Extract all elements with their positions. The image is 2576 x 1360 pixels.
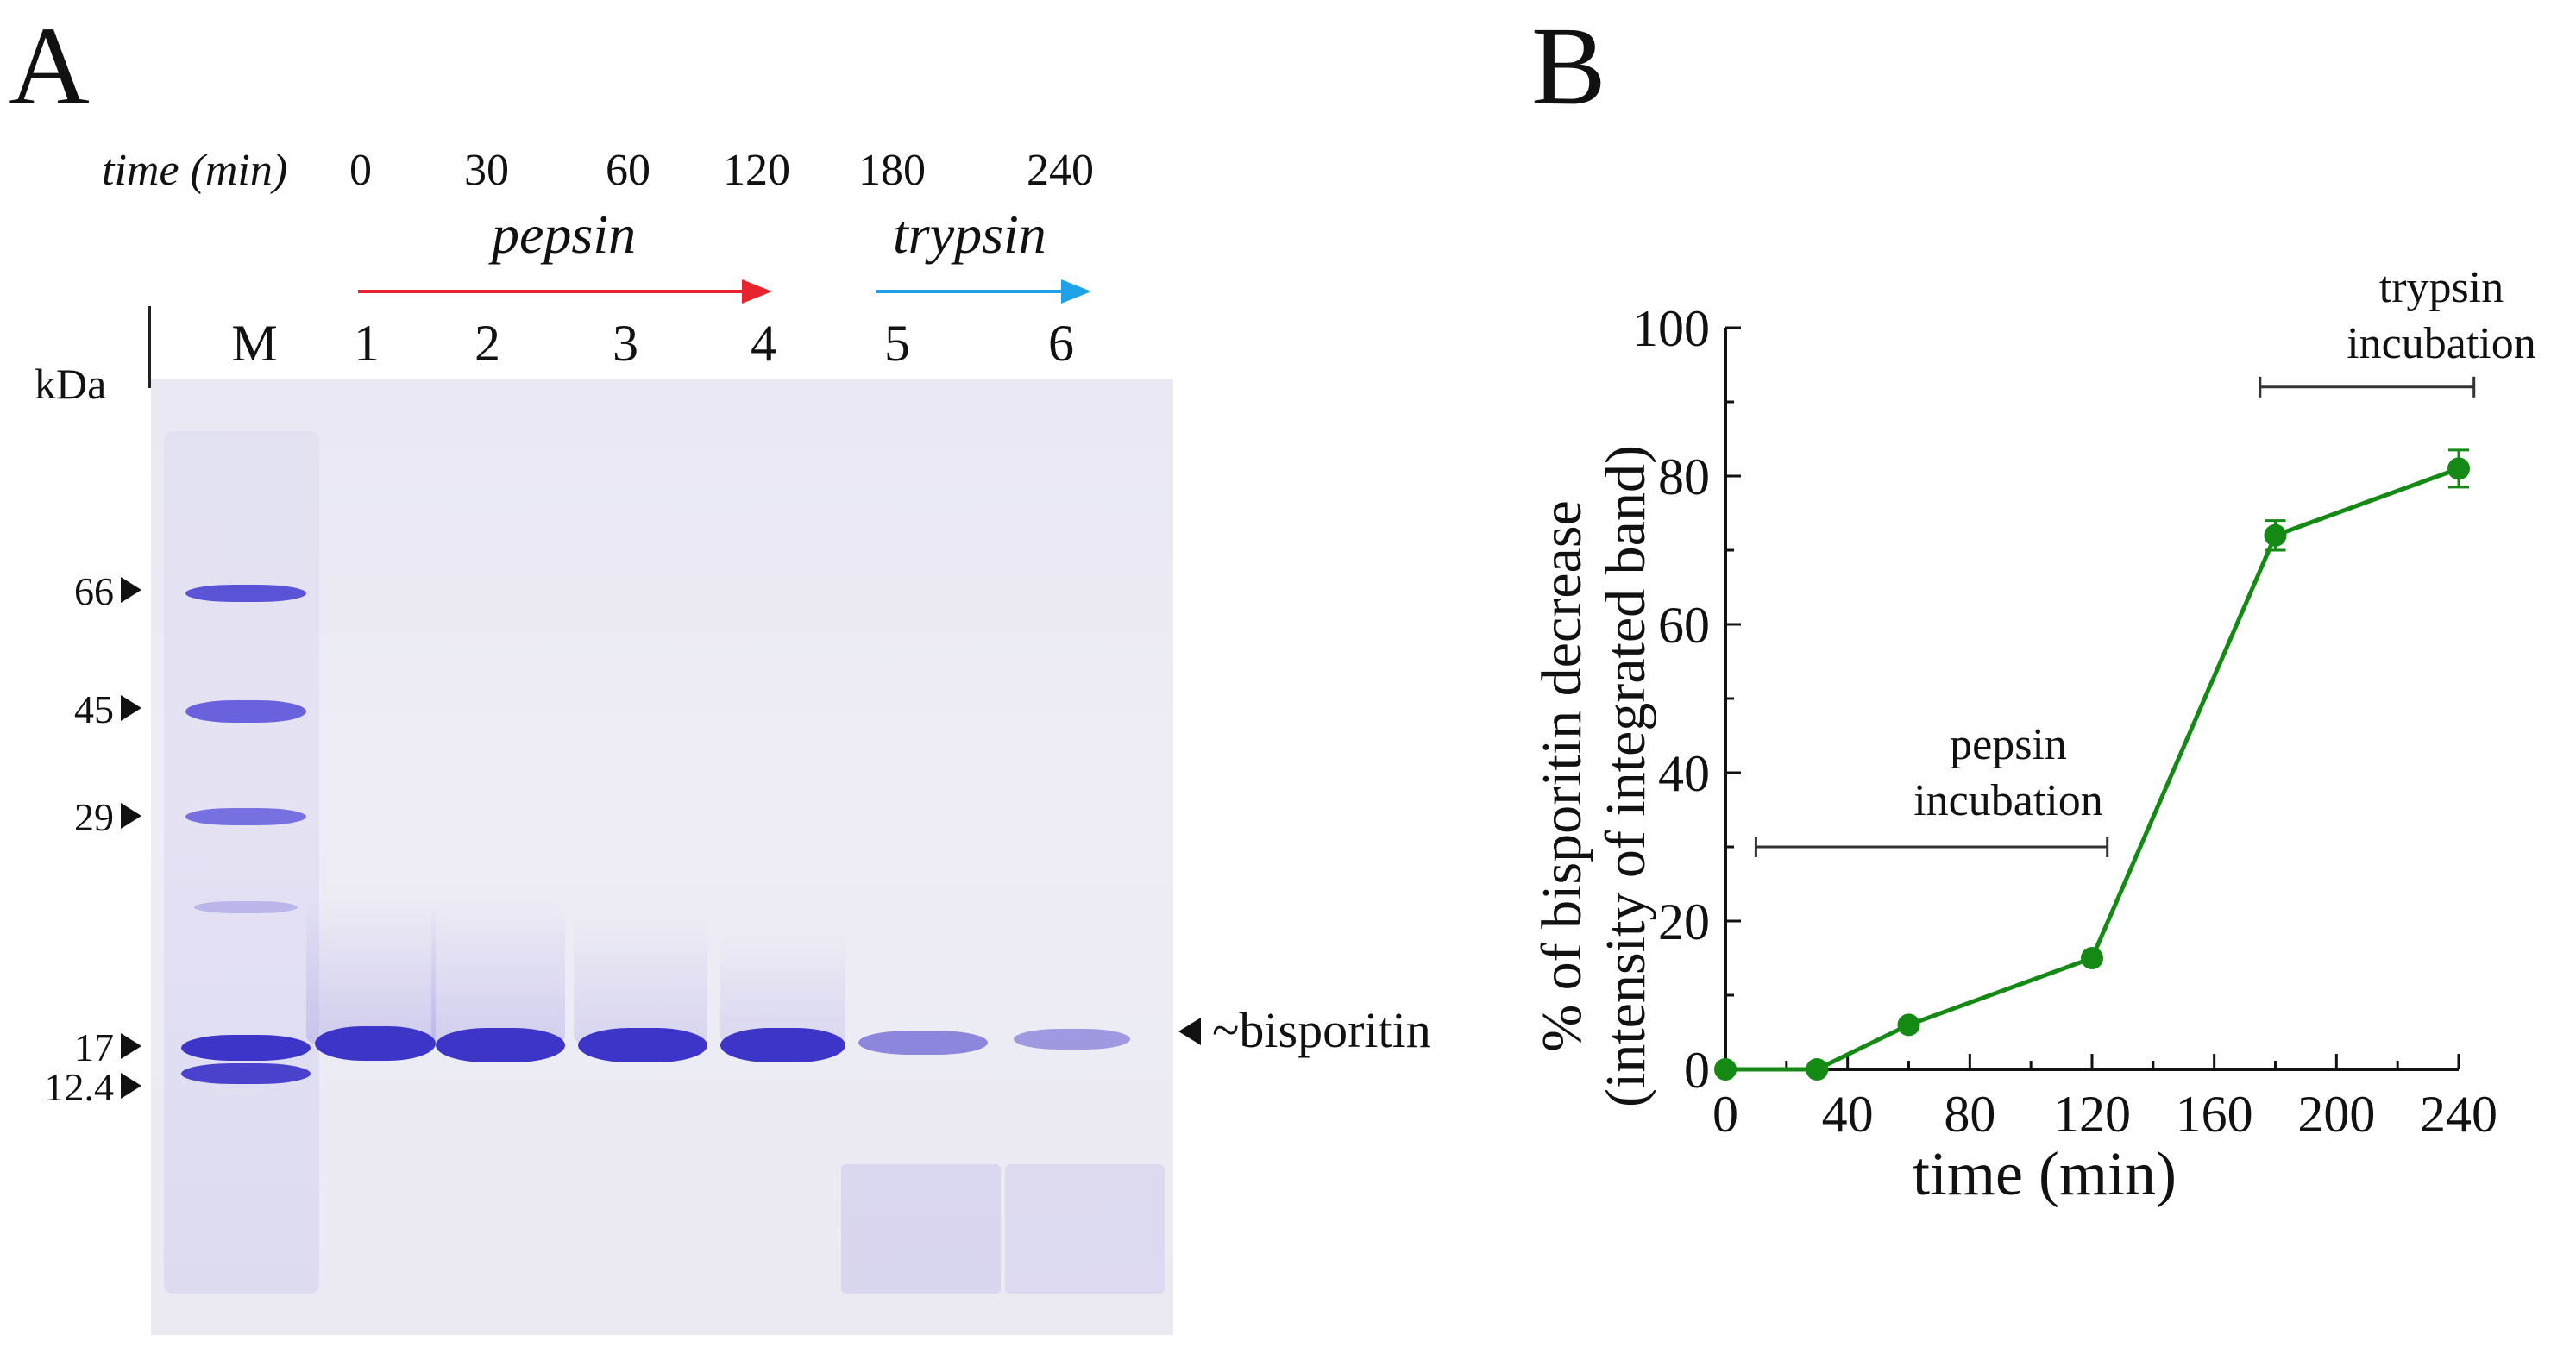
time-value-60: 60 (606, 146, 650, 195)
marker-band-17 (181, 1035, 311, 1061)
lane-5-label: 5 (884, 315, 910, 372)
pepsin-arrow (358, 279, 772, 304)
x-tick-label-200: 200 (2297, 1086, 2375, 1143)
y-tick-label-60: 60 (1658, 597, 1710, 654)
mw-17-arrow (121, 1033, 141, 1059)
mw-66-arrow (121, 577, 141, 603)
marker-band-29 (185, 808, 306, 825)
panel-a-letter: A (9, 4, 90, 128)
y-tick-label-80: 80 (1658, 448, 1710, 505)
time-value-30: 30 (464, 146, 509, 195)
marker-band-66 (185, 585, 306, 602)
x-tick-label-120: 120 (2053, 1086, 2131, 1143)
lane-5-band (858, 1031, 988, 1055)
panel-b-chart: 0 40 80 120 160 200 240 0 20 40 60 80 100 % of bispo… (1530, 263, 2536, 1208)
lane-4-label: 4 (751, 315, 776, 372)
lane-2-band (436, 1028, 565, 1062)
pepsin-label: pepsin (492, 204, 637, 265)
lane-4-smear (720, 931, 845, 1044)
lane-1-label: 1 (354, 315, 380, 372)
data-point-240 (2447, 457, 2470, 480)
data-point-60 (1897, 1013, 1920, 1037)
y-axis-label-line-1: % of bisporitin decrease (1530, 500, 1593, 1052)
pepsin-note-line-2: incubation (1913, 776, 2103, 825)
y-tick-label-20: 20 (1658, 893, 1710, 950)
x-tick-label-40: 40 (1822, 1086, 1874, 1143)
y-tick-label-100: 100 (1632, 300, 1710, 357)
lane-3-label: 3 (613, 315, 638, 372)
x-tick-label-80: 80 (1944, 1086, 1995, 1143)
marker-band-faint (194, 901, 298, 913)
x-axis-label: time (min) (1913, 1139, 2177, 1208)
lane-3-smear (574, 914, 707, 1044)
marker-lane-smear (164, 431, 319, 1294)
lane-3-band (578, 1028, 707, 1062)
time-label: time (min) (102, 146, 288, 195)
bisporitin-arrow (1178, 1018, 1201, 1045)
marker-band-12-4 (181, 1063, 311, 1084)
data-point-0 (1714, 1058, 1737, 1081)
trypsin-note-line-2: incubation (2347, 319, 2536, 368)
lane-m-label: M (231, 315, 278, 372)
lane-1-band (315, 1026, 436, 1061)
lane-6-label: 6 (1048, 315, 1074, 372)
mw-12-4-label: 12.4 (44, 1065, 115, 1109)
bisporitin-label: ~bisporitin (1212, 1002, 1431, 1058)
lane-6-low-smear (1005, 1164, 1165, 1294)
panel-b-letter: B (1531, 4, 1606, 128)
trypsin-label: trypsin (893, 204, 1046, 265)
lane-4-band (720, 1028, 845, 1062)
mw-45-arrow (121, 695, 141, 721)
time-value-120: 120 (723, 146, 790, 195)
chart-axes: 0 40 80 120 160 200 240 0 20 40 60 80 100 (1632, 300, 2497, 1143)
time-value-240: 240 (1027, 146, 1094, 195)
x-tick-label-240: 240 (2420, 1086, 2497, 1143)
time-value-180: 180 (858, 146, 926, 195)
trypsin-note-line-1: trypsin (2379, 263, 2504, 312)
y-axis-label-line-2: (intensity of integrated band) (1594, 445, 1657, 1107)
trypsin-arrow (876, 279, 1091, 304)
data-point-30 (1806, 1058, 1829, 1081)
lane-5-low-smear (841, 1164, 1001, 1294)
data-point-180 (2264, 523, 2287, 547)
y-tick-label-40: 40 (1658, 745, 1710, 802)
mw-12-4-arrow (121, 1073, 141, 1099)
gel-bracket (148, 306, 151, 388)
mw-29-arrow (121, 803, 141, 829)
series-line (1725, 467, 2460, 1072)
mw-29-label: 29 (74, 795, 114, 839)
mw-17-label: 17 (74, 1025, 114, 1069)
x-tick-label-0: 0 (1712, 1086, 1738, 1143)
lane-2-smear (431, 897, 565, 1044)
pepsin-note-line-1: pepsin (1950, 720, 2067, 769)
lane-1-smear (306, 897, 436, 1044)
chart-marks (1714, 448, 2470, 1081)
mw-45-label: 45 (74, 687, 114, 731)
gel-image (151, 379, 1173, 1335)
time-value-0: 0 (349, 146, 372, 195)
marker-band-45 (185, 700, 306, 723)
mw-66-label: 66 (74, 569, 114, 613)
lane-2-label: 2 (474, 315, 500, 372)
kda-label: kDa (35, 360, 107, 408)
data-point-120 (2081, 947, 2103, 969)
lane-6-band (1014, 1029, 1130, 1050)
y-tick-label-0: 0 (1684, 1042, 1710, 1099)
x-tick-label-160: 160 (2176, 1086, 2253, 1143)
chart-annotations (1754, 376, 2476, 857)
